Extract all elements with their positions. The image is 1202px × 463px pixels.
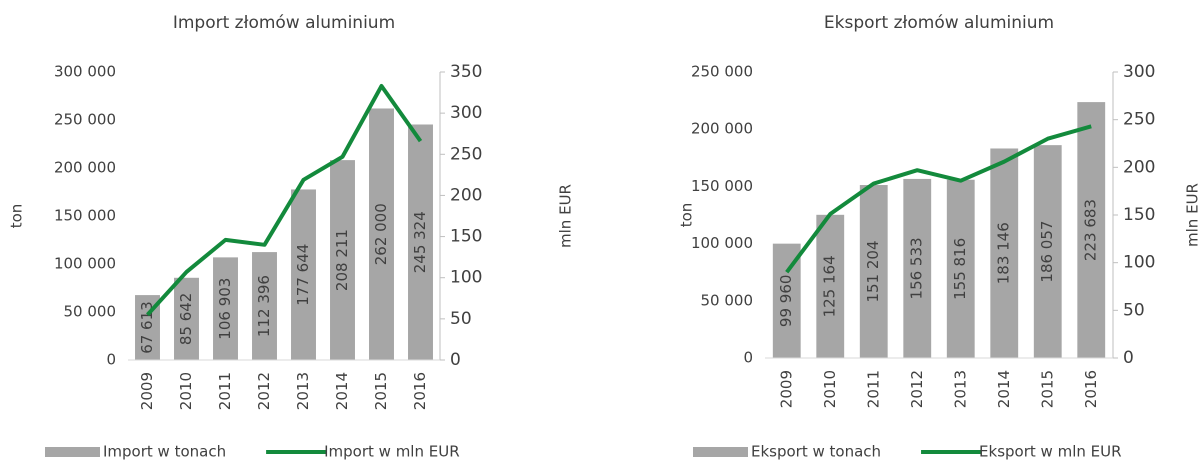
- bar: [859, 185, 888, 358]
- y2-tick-label: 0: [1123, 348, 1134, 368]
- data-label: 112 396: [255, 275, 273, 337]
- y-tick-label: 150 000: [691, 177, 753, 195]
- y-tick-label: 0: [743, 349, 753, 367]
- legend-label: Import w mln EUR: [324, 443, 460, 461]
- y-tick-label: 50 000: [701, 291, 754, 309]
- y2-tick-label: 50: [1123, 300, 1145, 320]
- y2-tick-label: 150: [1123, 205, 1155, 225]
- line: [146, 83, 423, 317]
- y2-tick-label: 200: [450, 185, 482, 205]
- y2-tick-label: 250: [1123, 110, 1155, 130]
- x-tick-label: 2013: [951, 370, 969, 408]
- y-tick-label: 50 000: [64, 303, 117, 321]
- x-tick-label: 2011: [216, 372, 234, 410]
- bar: [330, 160, 355, 360]
- x-tick-label: 2012: [255, 372, 273, 410]
- data-label: 125 164: [821, 255, 839, 317]
- x-tick-label: 2014: [333, 372, 351, 410]
- data-label: 155 816: [951, 238, 969, 300]
- legend-label: Import w tonach: [103, 443, 226, 461]
- legend-label: Eksport w tonach: [751, 443, 881, 461]
- y2-tick-label: 250: [450, 144, 482, 164]
- line: [785, 124, 1092, 274]
- x-tick-label: 2009: [777, 370, 795, 408]
- x-tick-label: 2016: [1082, 370, 1100, 408]
- x-tick-label: 2015: [1038, 370, 1056, 408]
- y-tick-label: 300 000: [54, 63, 116, 81]
- y-tick-label: 200 000: [691, 120, 753, 138]
- bar: [1077, 102, 1106, 358]
- data-label: 177 644: [294, 244, 312, 306]
- bar: [369, 108, 394, 360]
- x-tick-label: 2009: [138, 372, 156, 410]
- y2-tick-label: 100: [450, 268, 482, 288]
- y2-tick-label: 100: [1123, 253, 1155, 273]
- legend-label: Eksport w mln EUR: [979, 443, 1121, 461]
- x-tick-label: 2010: [821, 370, 839, 408]
- bar: [903, 178, 932, 358]
- y-tick-label: 100 000: [691, 234, 753, 252]
- y2-axis-label: mln EUR: [1184, 183, 1202, 247]
- data-label: 156 533: [908, 237, 926, 299]
- data-label: 67 613: [138, 301, 156, 354]
- bar: [408, 124, 433, 361]
- bar: [1033, 145, 1062, 358]
- chart-title: Eksport złomów aluminium: [824, 13, 1054, 33]
- bar: [990, 148, 1019, 358]
- y-tick-label: 250 000: [54, 111, 116, 129]
- x-tick-label: 2013: [294, 372, 312, 410]
- legend-swatch: [45, 447, 100, 457]
- y-tick-label: 100 000: [54, 255, 116, 273]
- bar: [946, 179, 975, 358]
- y-axis-label: ton: [8, 204, 26, 229]
- x-tick-label: 2016: [411, 372, 429, 410]
- data-label: 245 324: [411, 211, 429, 273]
- legend-swatch: [693, 447, 748, 457]
- y2-tick-label: 150: [450, 227, 482, 247]
- y2-tick-label: 200: [1123, 157, 1155, 177]
- y-tick-label: 150 000: [54, 207, 116, 225]
- x-tick-label: 2015: [372, 372, 390, 410]
- data-label: 183 146: [995, 222, 1013, 284]
- data-label: 151 204: [864, 240, 882, 302]
- y2-tick-label: 350: [450, 62, 482, 82]
- data-label: 186 057: [1038, 221, 1056, 283]
- y-axis-label: ton: [678, 203, 696, 228]
- x-tick-label: 2012: [908, 370, 926, 408]
- x-tick-label: 2014: [995, 370, 1013, 408]
- bar: [174, 277, 199, 360]
- data-label: 208 211: [333, 229, 351, 291]
- chart-title: Import złomów aluminium: [173, 13, 395, 33]
- bar: [252, 252, 277, 360]
- data-label: 223 683: [1082, 199, 1100, 261]
- y-tick-label: 0: [106, 351, 116, 369]
- bar: [816, 214, 845, 358]
- data-label: 106 903: [216, 278, 234, 340]
- data-label: 99 960: [777, 275, 795, 328]
- bar: [213, 257, 238, 360]
- y2-axis-label: mln EUR: [557, 184, 575, 248]
- y2-tick-label: 50: [450, 309, 472, 329]
- data-label: 85 642: [177, 293, 195, 346]
- y2-tick-label: 300: [1123, 62, 1155, 82]
- x-tick-label: 2011: [864, 370, 882, 408]
- y-tick-label: 200 000: [54, 159, 116, 177]
- y-tick-label: 250 000: [691, 63, 753, 81]
- data-label: 262 000: [372, 203, 390, 265]
- y2-tick-label: 300: [450, 103, 482, 123]
- bar: [291, 189, 316, 360]
- y2-tick-label: 0: [450, 350, 461, 370]
- x-tick-label: 2010: [177, 372, 195, 410]
